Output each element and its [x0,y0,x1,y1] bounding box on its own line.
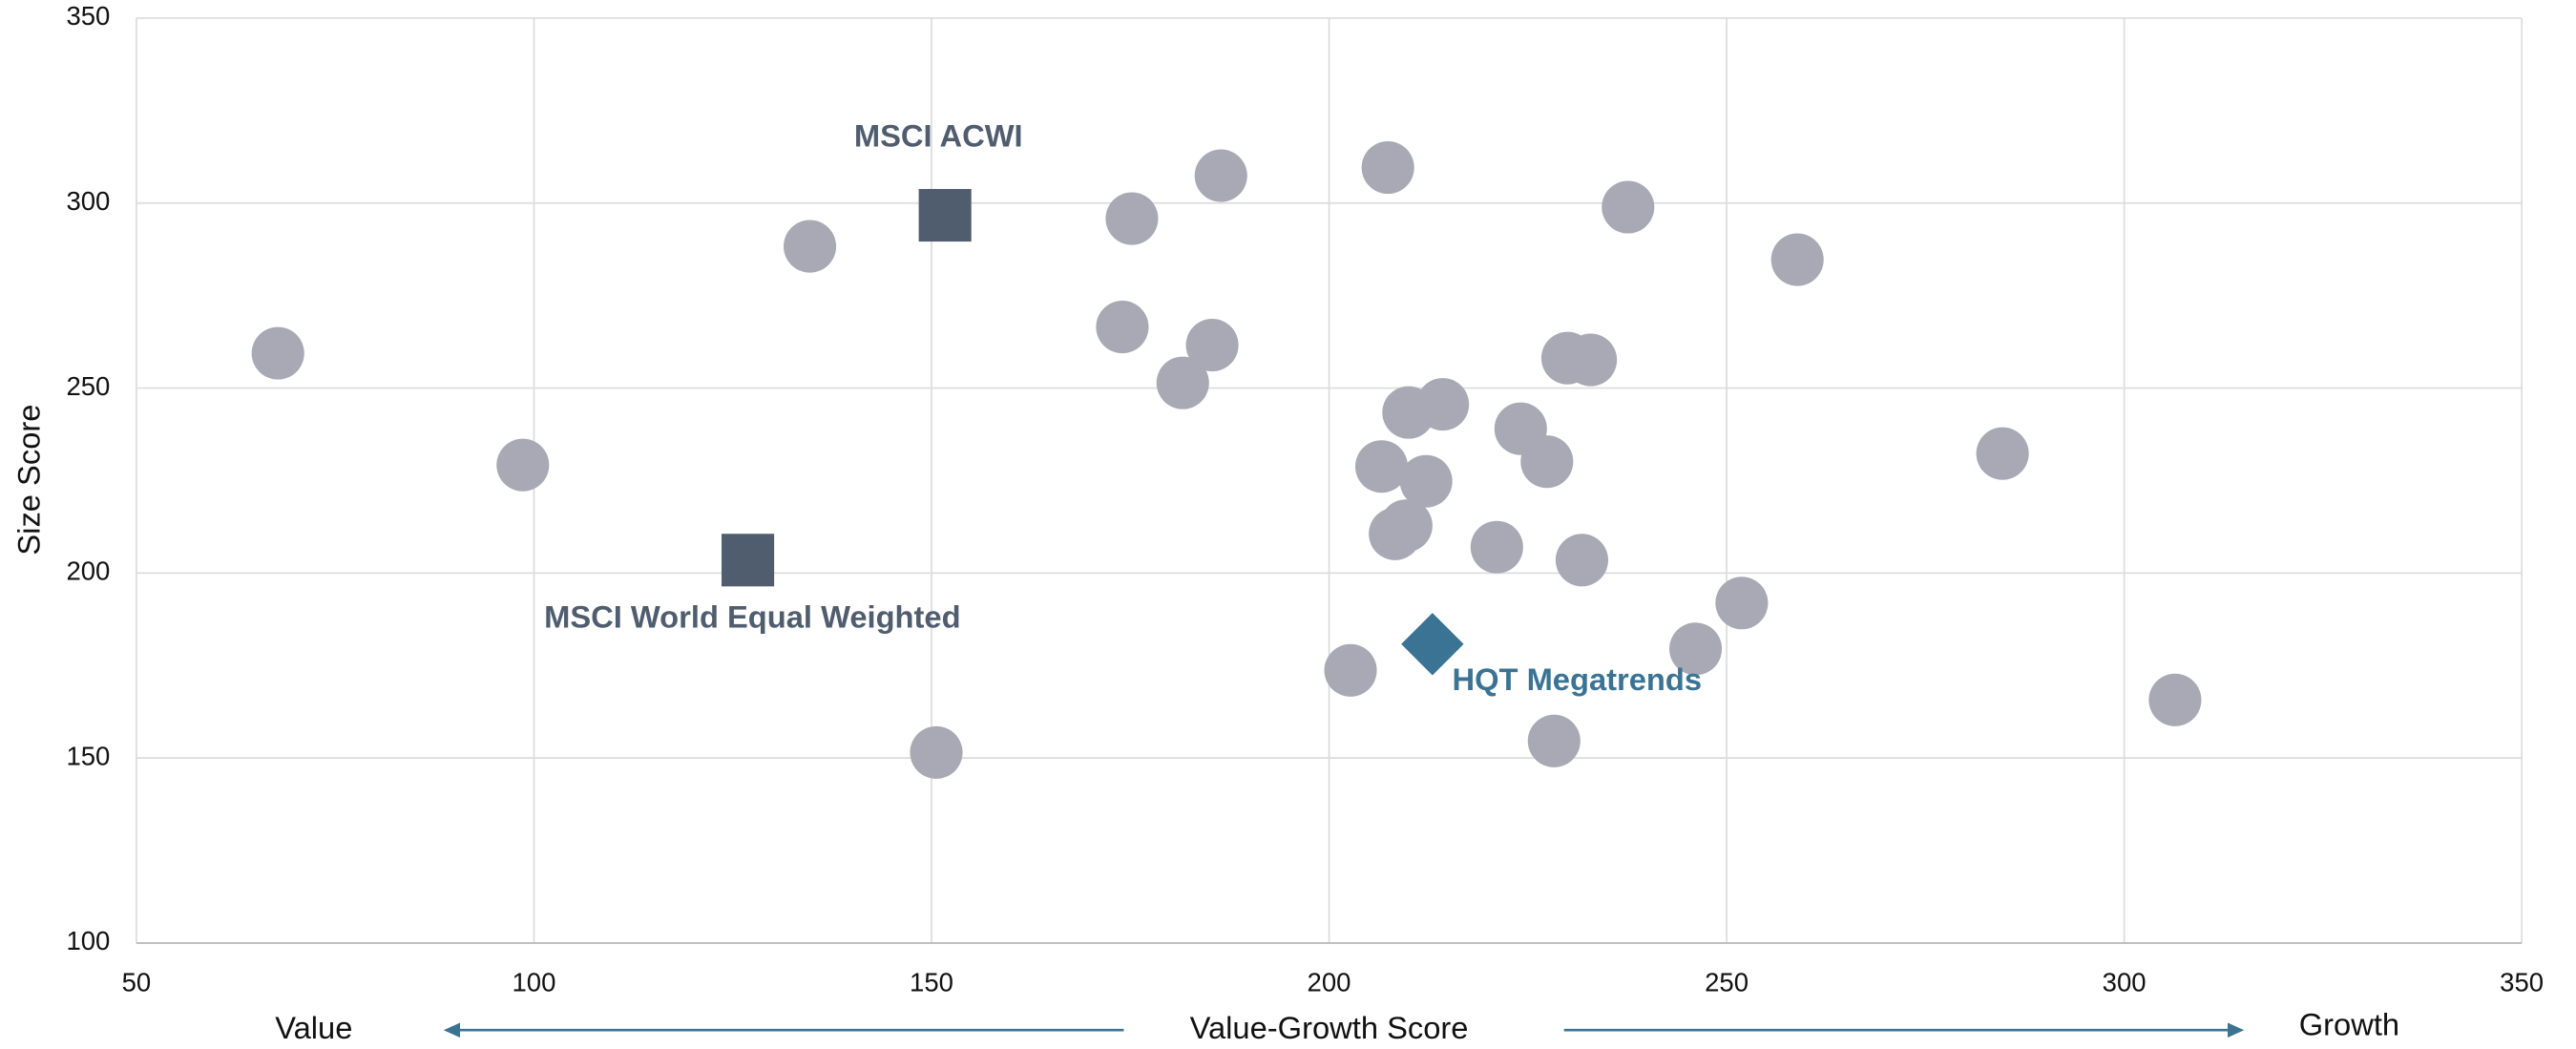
x-right-label: Growth [2299,1006,2399,1041]
point [783,220,837,273]
point [1105,192,1159,245]
point [1156,356,1209,409]
point [918,188,972,242]
point-label: MSCI ACWI [854,117,1023,153]
point [1096,301,1149,354]
x-tick-label: 50 [122,967,152,997]
point [1369,507,1422,560]
arrow-right [1563,1022,2245,1038]
point [2148,673,2202,726]
point [1976,427,2029,480]
x-tick-label: 200 [1308,967,1351,997]
y-tick-label: 100 [66,926,110,955]
point [496,438,550,492]
point [1185,319,1239,372]
y-tick-label: 350 [66,1,110,31]
point [1401,613,1464,676]
point [1770,233,1824,286]
x-tick-label: 150 [910,967,953,997]
y-tick-label: 150 [66,741,110,770]
point [1555,534,1608,587]
y-tick-label: 200 [66,556,110,586]
x-tick-label: 250 [1705,967,1749,997]
point [1470,520,1523,574]
point-label: HQT Megatrends [1452,661,1702,697]
arrow-left [443,1022,1124,1038]
point-label: MSCI World Equal Weighted [544,598,960,634]
x-left-label: Value [275,1010,352,1045]
point [1354,440,1409,493]
point [1669,622,1723,676]
point [1520,435,1574,489]
x-tick-label: 100 [512,967,555,997]
point [1324,643,1377,697]
point [1194,149,1247,202]
point [251,326,304,380]
x-tick-label: 300 [2103,967,2147,997]
y-tick-label: 250 [66,371,110,401]
point [1602,180,1655,234]
point [1382,386,1435,439]
point [1564,333,1618,387]
point [1527,714,1581,767]
x-tick-label: 350 [2500,967,2544,997]
point [722,534,775,587]
y-tick-label: 300 [66,186,110,216]
point [1399,454,1453,508]
y-axis-label: Size Score [10,405,46,556]
point [1361,140,1414,195]
x-axis-label: Value-Growth Score [1190,1010,1469,1045]
point [1715,577,1769,630]
point [910,725,963,779]
